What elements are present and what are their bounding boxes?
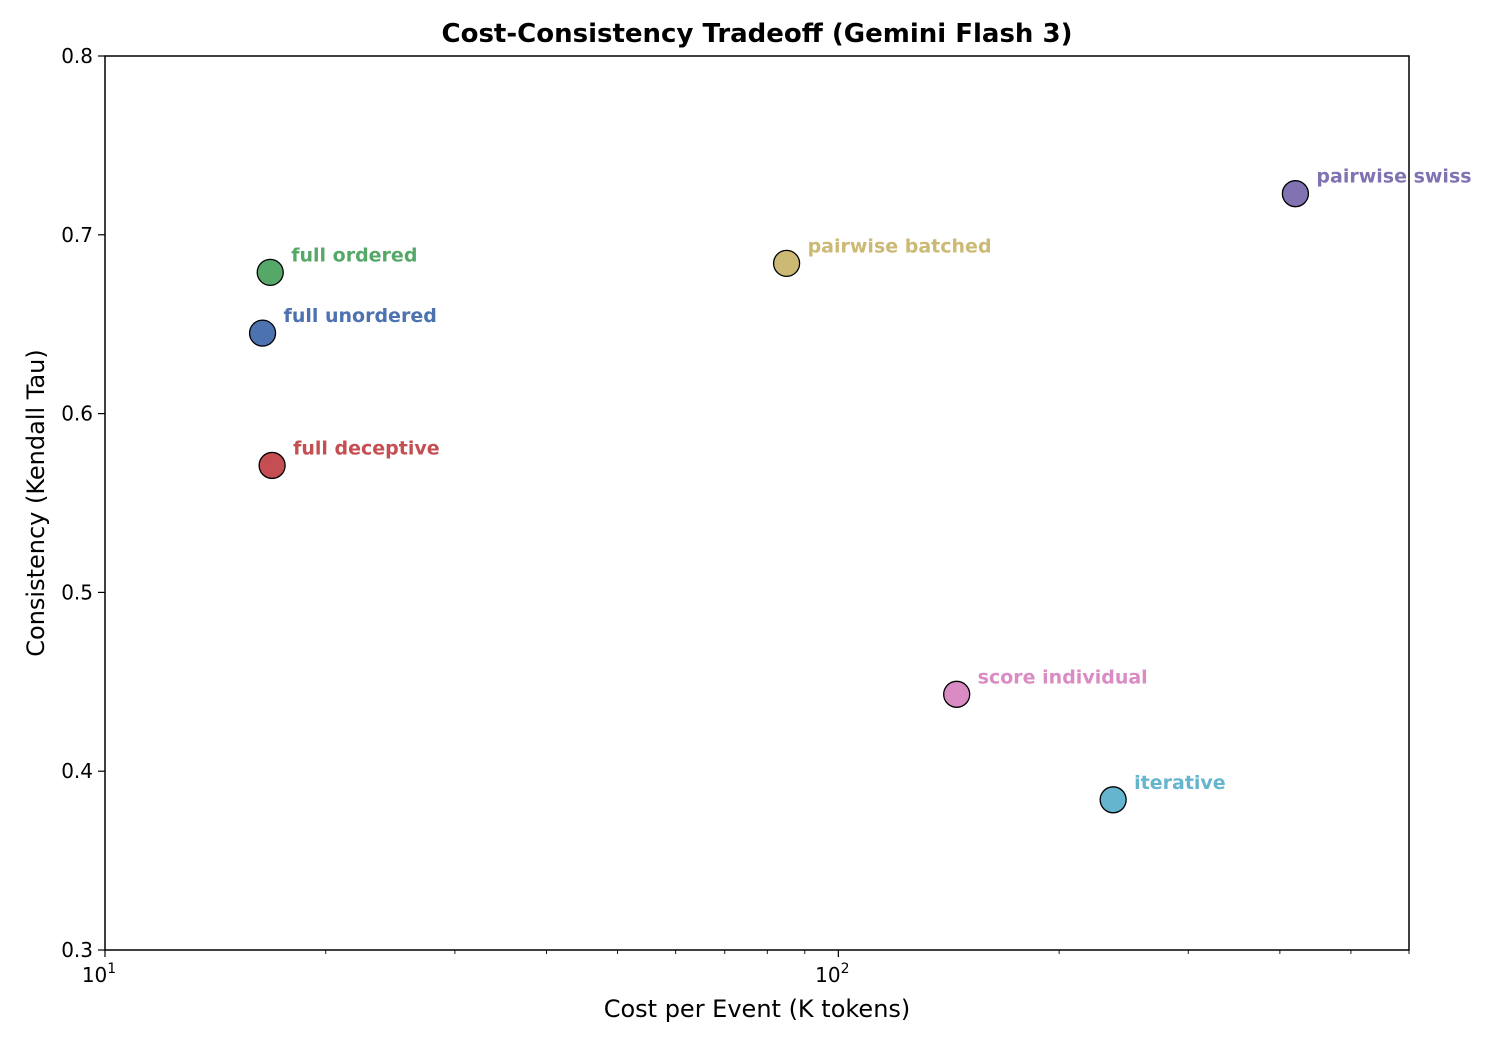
data-point — [258, 451, 286, 480]
data-point — [256, 258, 284, 286]
point-label: pairwise batched — [808, 235, 992, 257]
data-point — [772, 249, 801, 278]
x-tick-label: 102 — [815, 961, 849, 987]
y-tick-label: 0.5 — [61, 580, 93, 604]
y-axis-title: Consistency (Kendall Tau) — [22, 349, 50, 657]
y-tick-label: 0.6 — [61, 402, 93, 426]
data-point — [1281, 180, 1310, 208]
y-tick-label: 0.8 — [61, 44, 93, 68]
y-tick-label: 0.4 — [61, 759, 93, 783]
point-label: pairwise swiss — [1316, 166, 1471, 188]
y-tick-label: 0.7 — [61, 223, 93, 247]
x-axis-title: Cost per Event (K tokens) — [604, 995, 911, 1023]
point-label: score individual — [978, 666, 1148, 688]
x-tick-label: 101 — [82, 961, 116, 987]
chart-title: Cost-Consistency Tradeoff (Gemini Flash … — [442, 19, 1073, 49]
plot-frame — [104, 55, 1410, 951]
point-label: iterative — [1134, 772, 1226, 794]
point-label: full ordered — [291, 244, 417, 266]
y-tick-label: 0.3 — [61, 938, 93, 962]
data-point — [943, 680, 971, 708]
data-point — [248, 319, 277, 347]
point-label: full unordered — [284, 305, 437, 327]
data-point — [1099, 786, 1127, 814]
point-label: full deceptive — [293, 437, 440, 459]
plot-area: 0.3 0.4 0.5 0.6 0.7 0.8 101 102 full ordered full… — [61, 44, 1471, 987]
